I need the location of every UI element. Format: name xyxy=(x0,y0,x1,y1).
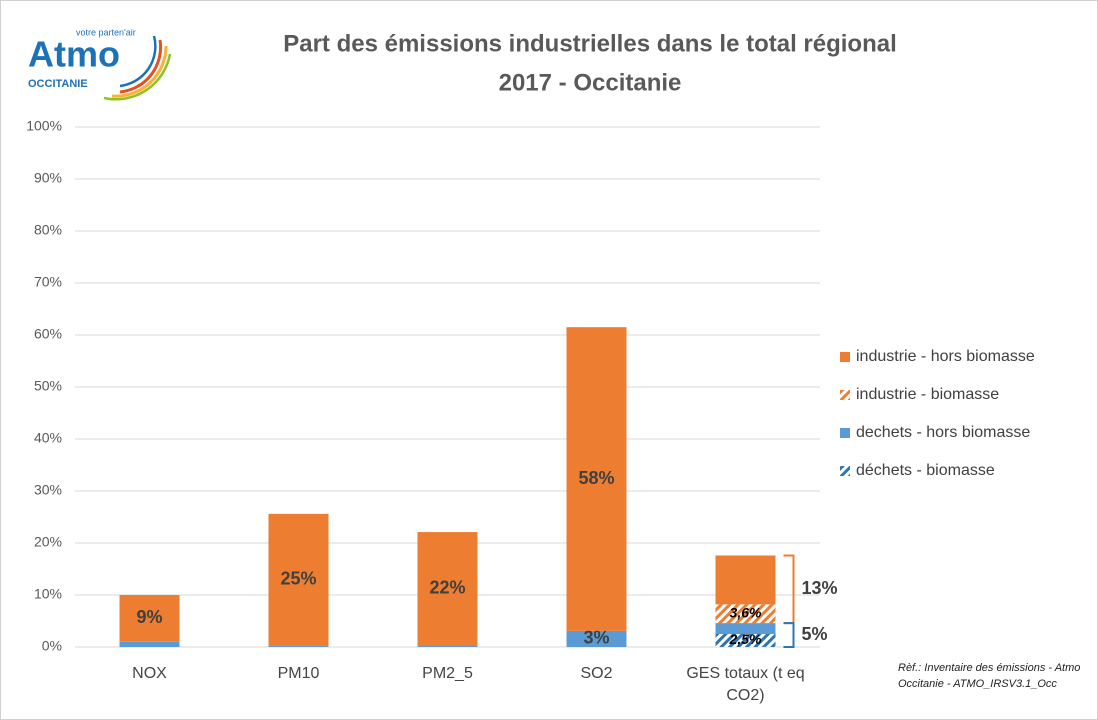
bar-segment xyxy=(119,641,180,647)
bar-segment xyxy=(715,623,776,634)
legend-label: dechets - hors biomasse xyxy=(856,424,1030,441)
bar-segment xyxy=(566,327,627,631)
x-tick-label: PM10 xyxy=(277,665,320,682)
source-note: Rèf.: Inventaire des émissions - Atmo Oc… xyxy=(898,662,1081,690)
y-tick-label: 50% xyxy=(34,378,62,394)
bar-segment xyxy=(417,532,478,646)
legend-swatch xyxy=(840,390,850,400)
y-tick-label: 30% xyxy=(34,482,62,498)
y-tick-label: 10% xyxy=(34,586,62,602)
value-label: 3,6% xyxy=(730,604,762,620)
bar-segment xyxy=(119,595,180,642)
bar-segment xyxy=(417,645,478,647)
logo-name: Atmo xyxy=(28,34,120,75)
value-label: 3% xyxy=(583,628,609,648)
bar-segment xyxy=(268,645,329,647)
legend-label: industrie - biomasse xyxy=(856,386,999,403)
y-tick-label: 20% xyxy=(34,534,62,550)
legend-swatch xyxy=(840,466,850,476)
bar-segment xyxy=(715,634,776,647)
logo-tagline: votre parten'air xyxy=(76,27,136,37)
legend-label: déchets - biomasse xyxy=(856,462,995,479)
value-label: 2,5% xyxy=(729,631,762,647)
chart-title: Part des émissions industrielles dans le… xyxy=(283,30,897,57)
x-tick-label: PM2_5 xyxy=(422,665,473,682)
x-tick-label: SO2 xyxy=(580,665,613,682)
y-tick-label: 100% xyxy=(26,118,62,134)
y-tick-label: 40% xyxy=(34,430,62,446)
bar-segment xyxy=(566,630,627,647)
bar-segment xyxy=(715,604,776,624)
x-tick-label: GES totaux (t eq CO2) xyxy=(686,665,805,704)
value-label: 25% xyxy=(280,569,316,589)
bar-segment xyxy=(268,513,329,646)
y-tick-label: 90% xyxy=(34,170,62,186)
bar-segment xyxy=(715,555,776,605)
bracket xyxy=(783,554,795,625)
y-tick-label: 70% xyxy=(34,274,62,290)
value-label: 22% xyxy=(429,578,465,598)
y-tick-label: 80% xyxy=(34,222,62,238)
logo-region: OCCITANIE xyxy=(28,78,88,90)
logo: Atmo votre parten'air OCCITANIE xyxy=(28,27,172,101)
value-label: 9% xyxy=(136,607,162,627)
annotation: 13% xyxy=(802,578,838,598)
y-tick-label: 60% xyxy=(34,326,62,342)
annotation: 5% xyxy=(802,624,828,644)
legend-label: industrie - hors biomasse xyxy=(856,348,1035,365)
value-label: 58% xyxy=(578,468,614,488)
legend-swatch xyxy=(840,352,850,362)
bracket xyxy=(783,622,795,648)
chart-subtitle: 2017 - Occitanie xyxy=(499,69,682,96)
x-tick-label: NOX xyxy=(132,665,167,682)
legend-swatch xyxy=(840,428,850,438)
y-tick-label: 0% xyxy=(42,638,62,654)
